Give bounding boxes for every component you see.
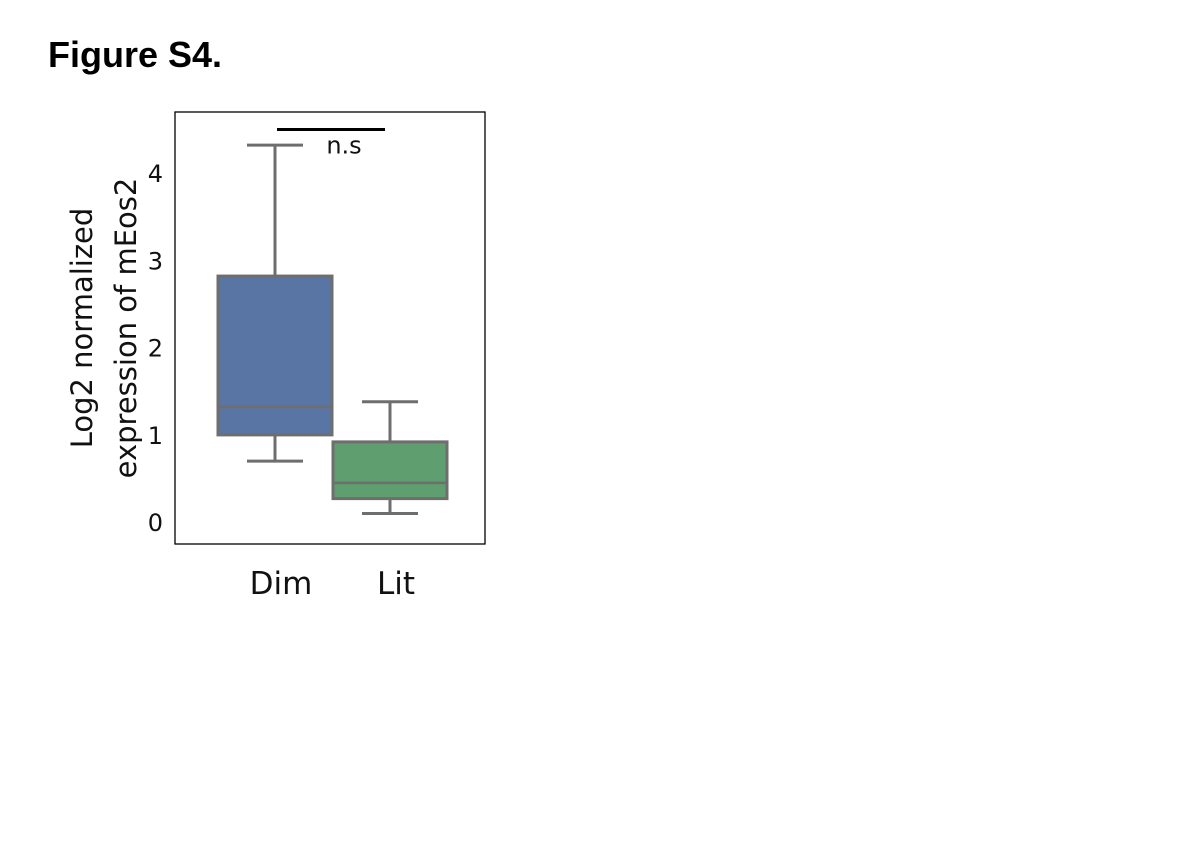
y-tick-label: 1 <box>148 422 163 450</box>
significance-annotation: n.s <box>277 127 385 159</box>
y-tick-label: 4 <box>148 160 163 188</box>
significance-label: n.s <box>326 131 361 159</box>
y-axis-ticks: 0 1 2 3 4 <box>148 160 163 537</box>
box-dim <box>216 143 334 463</box>
y-axis-label: Log2 normalized expression of mEos2 <box>65 178 143 479</box>
iqr-box <box>331 440 449 501</box>
plot-frame <box>174 111 486 545</box>
y-axis-label-line: Log2 normalized <box>65 208 99 449</box>
box-series <box>216 143 449 515</box>
x-tick-label: Lit <box>377 566 415 602</box>
y-axis-label-line: expression of mEos2 <box>109 178 143 479</box>
x-tick-label: Dim <box>250 566 313 602</box>
y-tick-label: 2 <box>148 335 163 363</box>
figure-title: Figure S4. <box>48 34 223 75</box>
y-tick-label: 3 <box>148 247 163 275</box>
x-axis-ticks: Dim Lit <box>250 566 415 602</box>
box-lit <box>331 400 449 515</box>
y-tick-label: 0 <box>148 509 163 537</box>
iqr-box <box>216 274 334 437</box>
